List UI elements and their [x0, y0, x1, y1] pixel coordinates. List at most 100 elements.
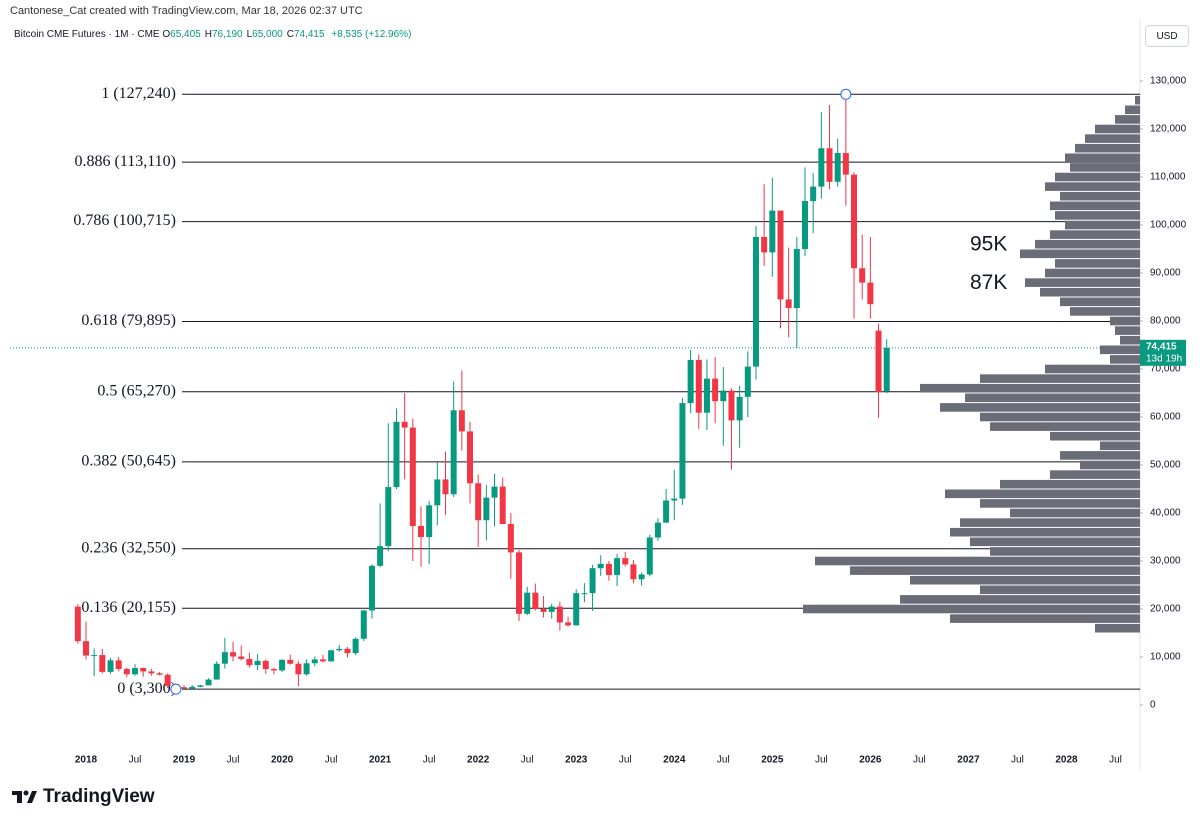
x-tick-label: Jul — [1011, 755, 1024, 766]
y-tick-label: 120,000 — [1150, 124, 1187, 135]
last-price-label: 74,415 — [1146, 341, 1177, 352]
ohlc-value: 74,415 — [293, 29, 325, 40]
fib-label: 0.136 (20,155) — [81, 599, 176, 616]
volume-bar — [1110, 355, 1140, 364]
ohlc: O65,405 H76,190 L65,000 C74,415 — [162, 29, 328, 40]
fib-anchor — [170, 683, 182, 695]
x-tick-label: Jul — [325, 755, 338, 766]
y-tick-label: 50,000 — [1150, 460, 1181, 471]
x-tick-label: 2026 — [859, 755, 882, 766]
volume-bar — [1095, 623, 1140, 633]
candle-body — [426, 505, 433, 538]
y-tick-label: 130,000 — [1150, 76, 1187, 87]
x-tick-label: 2023 — [565, 755, 588, 766]
candle-body — [516, 552, 523, 614]
candle-body — [703, 378, 710, 413]
candle-body — [377, 546, 384, 566]
candle-body — [556, 606, 563, 623]
candle-body — [695, 359, 702, 413]
candle-body — [548, 606, 555, 612]
candle-body — [565, 622, 572, 626]
volume-bar — [1040, 287, 1140, 297]
currency-button[interactable]: USD — [1145, 25, 1189, 47]
candle-body — [287, 659, 294, 664]
volume-bar — [965, 393, 1140, 403]
volume-bar — [1050, 230, 1140, 239]
ohlc-value: 65,405 — [170, 29, 201, 40]
volume-bar — [1070, 307, 1140, 316]
candle-body — [132, 668, 139, 675]
candle-body — [344, 648, 351, 654]
fib-label: 0 (3,300) — [117, 680, 176, 697]
candle-body — [279, 659, 286, 671]
candle-body — [336, 648, 343, 651]
volume-bar — [1045, 182, 1140, 191]
fib-label: 0.618 (79,895) — [81, 312, 176, 329]
volume-bar — [803, 604, 1140, 614]
candle-body — [82, 641, 89, 656]
x-tick-label: 2022 — [467, 755, 490, 766]
volume-bar — [990, 422, 1140, 431]
volume-profile — [803, 95, 1140, 633]
candles — [74, 88, 890, 695]
candle-body — [826, 148, 833, 182]
candle-body — [91, 655, 98, 657]
y-tick-label: 80,000 — [1150, 316, 1181, 327]
change: +8,535 (+12.96%) — [331, 29, 412, 40]
volume-bar — [1115, 115, 1140, 124]
volume-bar — [980, 499, 1140, 508]
fib-label: 1 (127,240) — [101, 85, 176, 102]
volume-bar — [1060, 191, 1140, 201]
volume-bar — [1080, 460, 1140, 470]
candle-body — [213, 663, 220, 680]
fib-label: 0.382 (50,645) — [81, 453, 176, 470]
volume-bar — [1055, 211, 1140, 220]
candle-body — [442, 479, 449, 495]
candle-body — [867, 282, 874, 305]
volume-bar — [1050, 470, 1140, 479]
candle-body — [295, 663, 302, 675]
candle-body — [458, 410, 465, 432]
candle-body — [834, 153, 841, 182]
candle-body — [524, 592, 531, 614]
candle-body — [385, 487, 392, 547]
volume-bar — [1065, 220, 1140, 230]
last-price-box — [1140, 339, 1186, 366]
volume-bar — [1010, 508, 1140, 518]
candle-body — [532, 592, 539, 610]
candle-body — [205, 679, 212, 686]
logo-text: TradingView — [43, 786, 155, 807]
candle-body — [221, 652, 228, 664]
x-tick-label: Jul — [129, 755, 142, 766]
candle-body — [475, 483, 482, 521]
candle-body — [328, 650, 335, 662]
candle-body — [467, 431, 474, 484]
y-tick-label: 70,000 — [1150, 364, 1181, 375]
volume-bar — [1000, 479, 1140, 489]
candle-body — [483, 497, 490, 521]
y-tick-label: 60,000 — [1150, 412, 1181, 423]
volume-bar — [960, 518, 1140, 527]
candle-body — [123, 669, 130, 675]
fib-label: 0.786 (100,715) — [73, 212, 176, 229]
candle-body — [401, 421, 408, 428]
candle-body — [197, 685, 204, 687]
candle-body — [303, 663, 310, 675]
volume-bar — [1110, 316, 1140, 326]
y-tick-label: 10,000 — [1150, 652, 1181, 663]
volume-bar — [980, 412, 1140, 422]
annotation: 87K — [970, 271, 1007, 294]
candle-body — [605, 563, 612, 575]
candle-body — [262, 660, 269, 670]
candle-body — [254, 660, 261, 666]
candle-body — [630, 564, 637, 580]
candle-body — [164, 674, 171, 686]
ohlc-value: 65,000 — [252, 29, 283, 40]
volume-bar — [1055, 259, 1140, 268]
candle-body — [638, 574, 645, 580]
volume-bar — [950, 527, 1140, 537]
candle-body — [450, 410, 457, 495]
candle-body — [802, 201, 809, 250]
symbol: Bitcoin CME Futures · 1M · CME — [14, 29, 160, 40]
